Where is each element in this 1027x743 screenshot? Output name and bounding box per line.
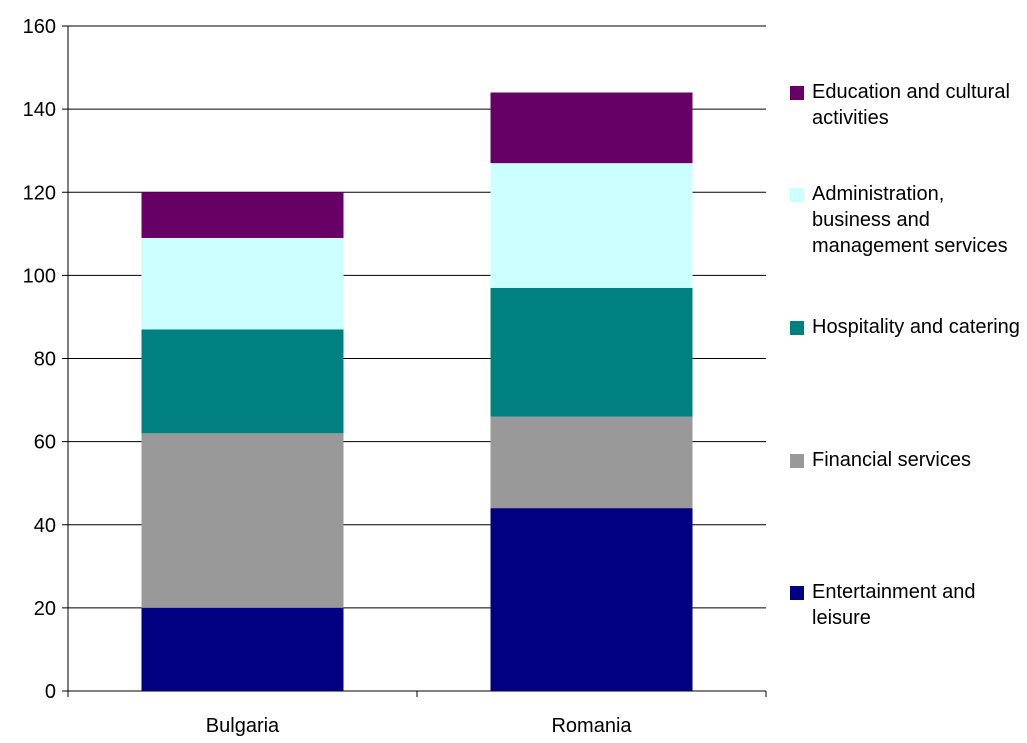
legend-swatch <box>790 586 804 600</box>
y-tick-label: 40 <box>34 515 56 537</box>
legend-item: Entertainment and leisure <box>790 579 1025 631</box>
legend-label: Administration, business and management … <box>812 183 1008 257</box>
y-tick-label: 100 <box>23 265 56 287</box>
bar-segment <box>490 287 693 417</box>
x-tick-label: Romania <box>551 715 632 737</box>
legend-label: Financial services <box>812 449 971 471</box>
y-tick-label: 120 <box>23 182 56 204</box>
legend-item: Education and cultural activities <box>790 79 1025 131</box>
y-tick-label: 80 <box>34 349 56 371</box>
legend-item: Administration, business and management … <box>790 181 1025 259</box>
y-tick-label: 160 <box>23 16 56 38</box>
bar-segment <box>490 508 693 691</box>
y-tick-label: 20 <box>34 598 56 620</box>
legend-swatch <box>790 454 804 468</box>
legend-item: Financial services <box>790 447 1025 473</box>
bar-segment <box>490 416 693 509</box>
legend-swatch <box>790 86 804 100</box>
legend-label: Entertainment and leisure <box>812 581 976 629</box>
legend-label: Education and cultural activities <box>812 81 1010 129</box>
y-tick-label: 0 <box>45 681 56 703</box>
bar-segment <box>141 237 344 330</box>
x-tick-label: Bulgaria <box>206 715 280 737</box>
bar-segment <box>141 329 344 434</box>
legend-label: Hospitality and catering <box>812 316 1020 338</box>
y-tick-label: 140 <box>23 99 56 121</box>
bar-segment <box>141 433 344 608</box>
legend-swatch <box>790 188 804 202</box>
bar-segment <box>141 607 344 691</box>
legend-swatch <box>790 321 804 335</box>
bar-segment <box>490 92 693 164</box>
bar-segment <box>141 192 344 238</box>
legend-item: Hospitality and catering <box>790 314 1025 340</box>
y-tick-label: 60 <box>34 432 56 454</box>
bar-segment <box>490 163 693 288</box>
